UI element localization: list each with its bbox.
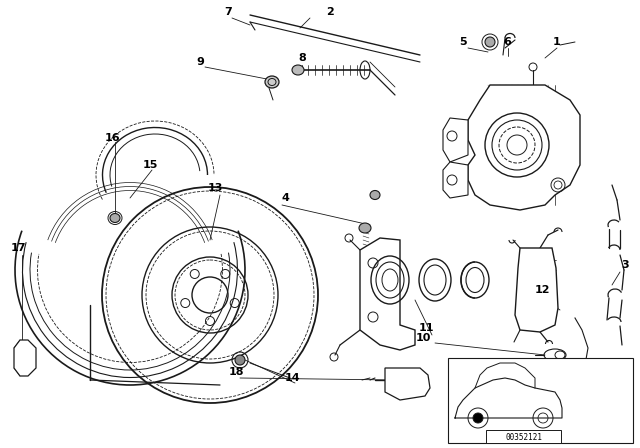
Polygon shape (443, 162, 468, 198)
Text: 17: 17 (10, 243, 26, 253)
Circle shape (485, 37, 495, 47)
Text: 18: 18 (228, 367, 244, 377)
Text: 2: 2 (326, 7, 334, 17)
Polygon shape (14, 340, 36, 376)
FancyBboxPatch shape (486, 430, 561, 443)
Text: 14: 14 (284, 373, 300, 383)
Polygon shape (385, 368, 430, 400)
Text: 10: 10 (415, 333, 431, 343)
Polygon shape (360, 238, 415, 350)
Text: 15: 15 (142, 160, 157, 170)
Text: 00352121: 00352121 (506, 432, 543, 441)
Polygon shape (455, 378, 562, 418)
Text: 3: 3 (621, 260, 629, 270)
Bar (448, 358, 633, 443)
Text: 11: 11 (419, 323, 434, 333)
Ellipse shape (359, 223, 371, 233)
Text: 7: 7 (224, 7, 232, 17)
Text: 1: 1 (553, 37, 561, 47)
Text: 9: 9 (196, 57, 204, 67)
Text: 5: 5 (459, 37, 467, 47)
Ellipse shape (292, 65, 304, 75)
Polygon shape (443, 118, 468, 162)
Polygon shape (515, 248, 558, 332)
Text: 12: 12 (534, 285, 550, 295)
Polygon shape (468, 85, 580, 210)
Circle shape (235, 355, 245, 365)
Text: 4: 4 (281, 193, 289, 203)
Text: 16: 16 (104, 133, 120, 143)
Text: 8: 8 (298, 53, 306, 63)
Ellipse shape (110, 214, 120, 223)
Circle shape (473, 413, 483, 423)
Text: 13: 13 (207, 183, 223, 193)
Ellipse shape (265, 76, 279, 88)
Text: 6: 6 (503, 37, 511, 47)
Ellipse shape (370, 190, 380, 199)
